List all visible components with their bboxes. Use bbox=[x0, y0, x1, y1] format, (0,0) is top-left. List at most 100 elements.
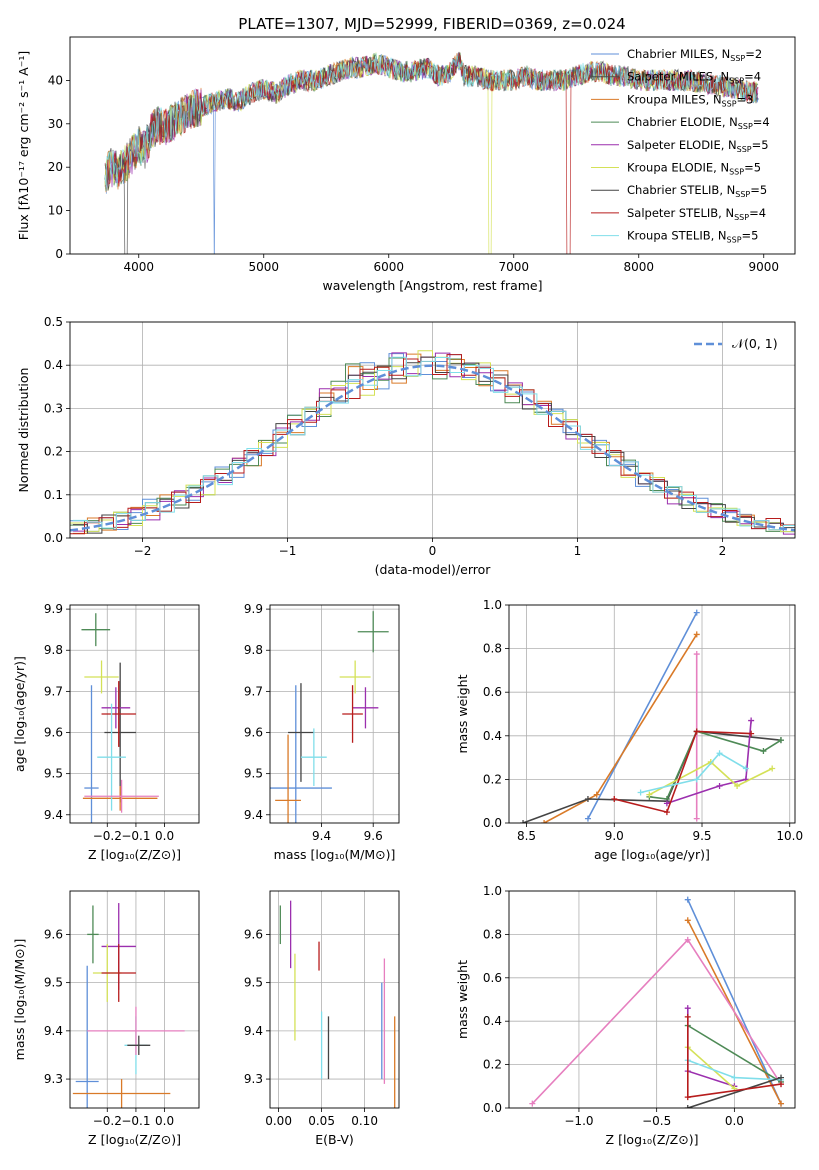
x-tick-label: 5000 bbox=[248, 260, 279, 274]
data-point bbox=[84, 779, 159, 813]
weight-series bbox=[687, 1024, 782, 1083]
x-axis-label: age [log₁₀(age/yr)] bbox=[594, 847, 710, 862]
data-point bbox=[357, 611, 389, 653]
data-point bbox=[342, 685, 363, 743]
data-point bbox=[339, 660, 371, 694]
x-tick-label: 9.5 bbox=[692, 829, 711, 843]
weight-marker bbox=[777, 737, 784, 744]
data-point bbox=[87, 1006, 185, 1055]
x-tick-label: 0 bbox=[429, 544, 437, 558]
plot-area bbox=[270, 611, 389, 823]
weight-marker bbox=[663, 800, 670, 807]
x-tick-label: 10.0 bbox=[776, 829, 803, 843]
y-tick-label: 0.4 bbox=[483, 1014, 502, 1028]
y-tick-label: 9.5 bbox=[244, 767, 263, 781]
x-tick-label: −0.2 bbox=[93, 829, 122, 843]
y-tick-label: 9.8 bbox=[244, 643, 263, 657]
y-tick-label: 9.3 bbox=[244, 1072, 263, 1086]
weight-marker bbox=[734, 782, 741, 789]
plot-area bbox=[279, 900, 396, 1108]
x-tick-label: 9.6 bbox=[364, 829, 383, 843]
chart-age_vs_Z: −0.2 −0.1 0.0 9.4 9.5 9.6 9.7 9.8 9.9 Z [log₁₀(Z/… bbox=[12, 602, 200, 862]
x-tick-label: 2 bbox=[719, 544, 727, 558]
data-point bbox=[81, 613, 111, 647]
plot-area bbox=[70, 350, 795, 535]
spectrum-series bbox=[105, 52, 759, 254]
weight-series bbox=[640, 752, 747, 794]
chart-residuals: −2 −1 0 1 2 0.0 0.1 0.2 0.3 0.4 0.5 (data-model)/er… bbox=[16, 315, 796, 577]
data-point bbox=[97, 703, 126, 811]
x-axis-label: Z [log₁₀(Z/Z⊙)] bbox=[88, 847, 181, 862]
weight-series bbox=[614, 730, 752, 814]
x-axis-label: mass [log₁₀(M/M⊙)] bbox=[274, 847, 396, 862]
legend-entry: Salpeter ELODIE, NSSP=5 bbox=[627, 138, 769, 154]
x-tick-label: 9000 bbox=[748, 260, 779, 274]
plot-area bbox=[529, 896, 785, 1108]
weight-marker bbox=[716, 750, 723, 757]
x-tick-label: 6000 bbox=[373, 260, 404, 274]
weight-marker bbox=[520, 820, 527, 823]
chart-weight_vs_Z: −1.0 −0.5 0.0 0.0 0.2 0.4 0.6 0.8 1.0 Z [log₁₀(Z/… bbox=[455, 884, 796, 1147]
y-tick-label: 9.5 bbox=[44, 767, 63, 781]
x-tick-label: −2 bbox=[134, 544, 152, 558]
legend-entry: 𝒩(0, 1) bbox=[732, 336, 778, 351]
x-tick-label: 0.00 bbox=[265, 1114, 292, 1128]
axes-frame bbox=[69, 890, 200, 1109]
plots: 4000 5000 6000 7000 8000 9000010203040wavelen… bbox=[12, 36, 803, 1147]
x-tick-label: 0.05 bbox=[308, 1114, 335, 1128]
spectrum-series bbox=[104, 53, 758, 188]
weight-marker bbox=[778, 1100, 785, 1107]
weight-marker bbox=[584, 796, 591, 803]
weight-marker bbox=[769, 765, 776, 772]
data-point bbox=[352, 687, 379, 729]
plot-area bbox=[72, 903, 185, 1108]
chart-weight_vs_age: 8.5 9.0 9.5 10.0 0.0 0.2 0.4 0.6 0.8 1.0 age [log₁… bbox=[455, 598, 803, 862]
chart-mass_vs_EBV: 0.00 0.05 0.10 9.3 9.4 9.5 9.6 E(B-V) bbox=[244, 890, 400, 1147]
weight-marker bbox=[693, 631, 700, 638]
plot-area bbox=[520, 609, 784, 823]
data-point bbox=[275, 734, 301, 823]
legend-entry: Chabrier STELIB, NSSP=5 bbox=[627, 183, 767, 199]
data-point bbox=[87, 905, 99, 964]
weight-marker bbox=[693, 609, 700, 616]
weight-marker bbox=[716, 782, 723, 789]
histogram-series bbox=[72, 353, 795, 534]
data-point bbox=[104, 662, 136, 803]
legend-entry: Kroupa ELODIE, NSSP=5 bbox=[627, 161, 761, 177]
weight-marker bbox=[684, 896, 691, 903]
y-tick-label: 0.5 bbox=[44, 315, 63, 329]
y-tick-label: 0.2 bbox=[483, 772, 502, 786]
data-point bbox=[300, 728, 327, 786]
x-tick-label: 0.0 bbox=[725, 1114, 744, 1128]
plot-area bbox=[104, 51, 759, 254]
weight-marker bbox=[778, 1081, 785, 1088]
x-tick-label: −0.1 bbox=[121, 829, 150, 843]
y-tick-label: 9.8 bbox=[44, 643, 63, 657]
y-tick-label: 9.6 bbox=[44, 927, 63, 941]
data-point bbox=[101, 681, 136, 747]
y-tick-label: 9.4 bbox=[244, 808, 263, 822]
data-point bbox=[127, 1035, 151, 1055]
y-tick-label: 30 bbox=[48, 117, 63, 131]
histogram-series bbox=[72, 356, 795, 534]
data-point bbox=[101, 944, 136, 1002]
weight-marker bbox=[646, 791, 653, 798]
weight-series bbox=[587, 612, 698, 819]
y-tick-label: 0.8 bbox=[483, 927, 502, 941]
spectrum-legend: Chabrier MILES, NSSP=2 Salpeter MILES, NS… bbox=[591, 47, 770, 245]
y-tick-label: 40 bbox=[48, 73, 63, 87]
y-axis-label: mass weight bbox=[455, 674, 470, 753]
legend-entry: Chabrier ELODIE, NSSP=4 bbox=[627, 115, 770, 131]
x-axis-label: E(B-V) bbox=[315, 1132, 354, 1147]
y-tick-label: 9.6 bbox=[44, 726, 63, 740]
x-tick-label: 4000 bbox=[123, 260, 154, 274]
axes-frame bbox=[508, 604, 796, 824]
y-tick-label: 0.8 bbox=[483, 642, 502, 656]
data-point bbox=[101, 687, 131, 729]
y-tick-label: 0.0 bbox=[483, 1101, 502, 1115]
weight-marker bbox=[611, 796, 618, 803]
x-tick-label: 9.0 bbox=[605, 829, 624, 843]
weight-marker bbox=[693, 728, 700, 735]
x-axis-label: wavelength [Angstrom, rest frame] bbox=[322, 278, 542, 293]
